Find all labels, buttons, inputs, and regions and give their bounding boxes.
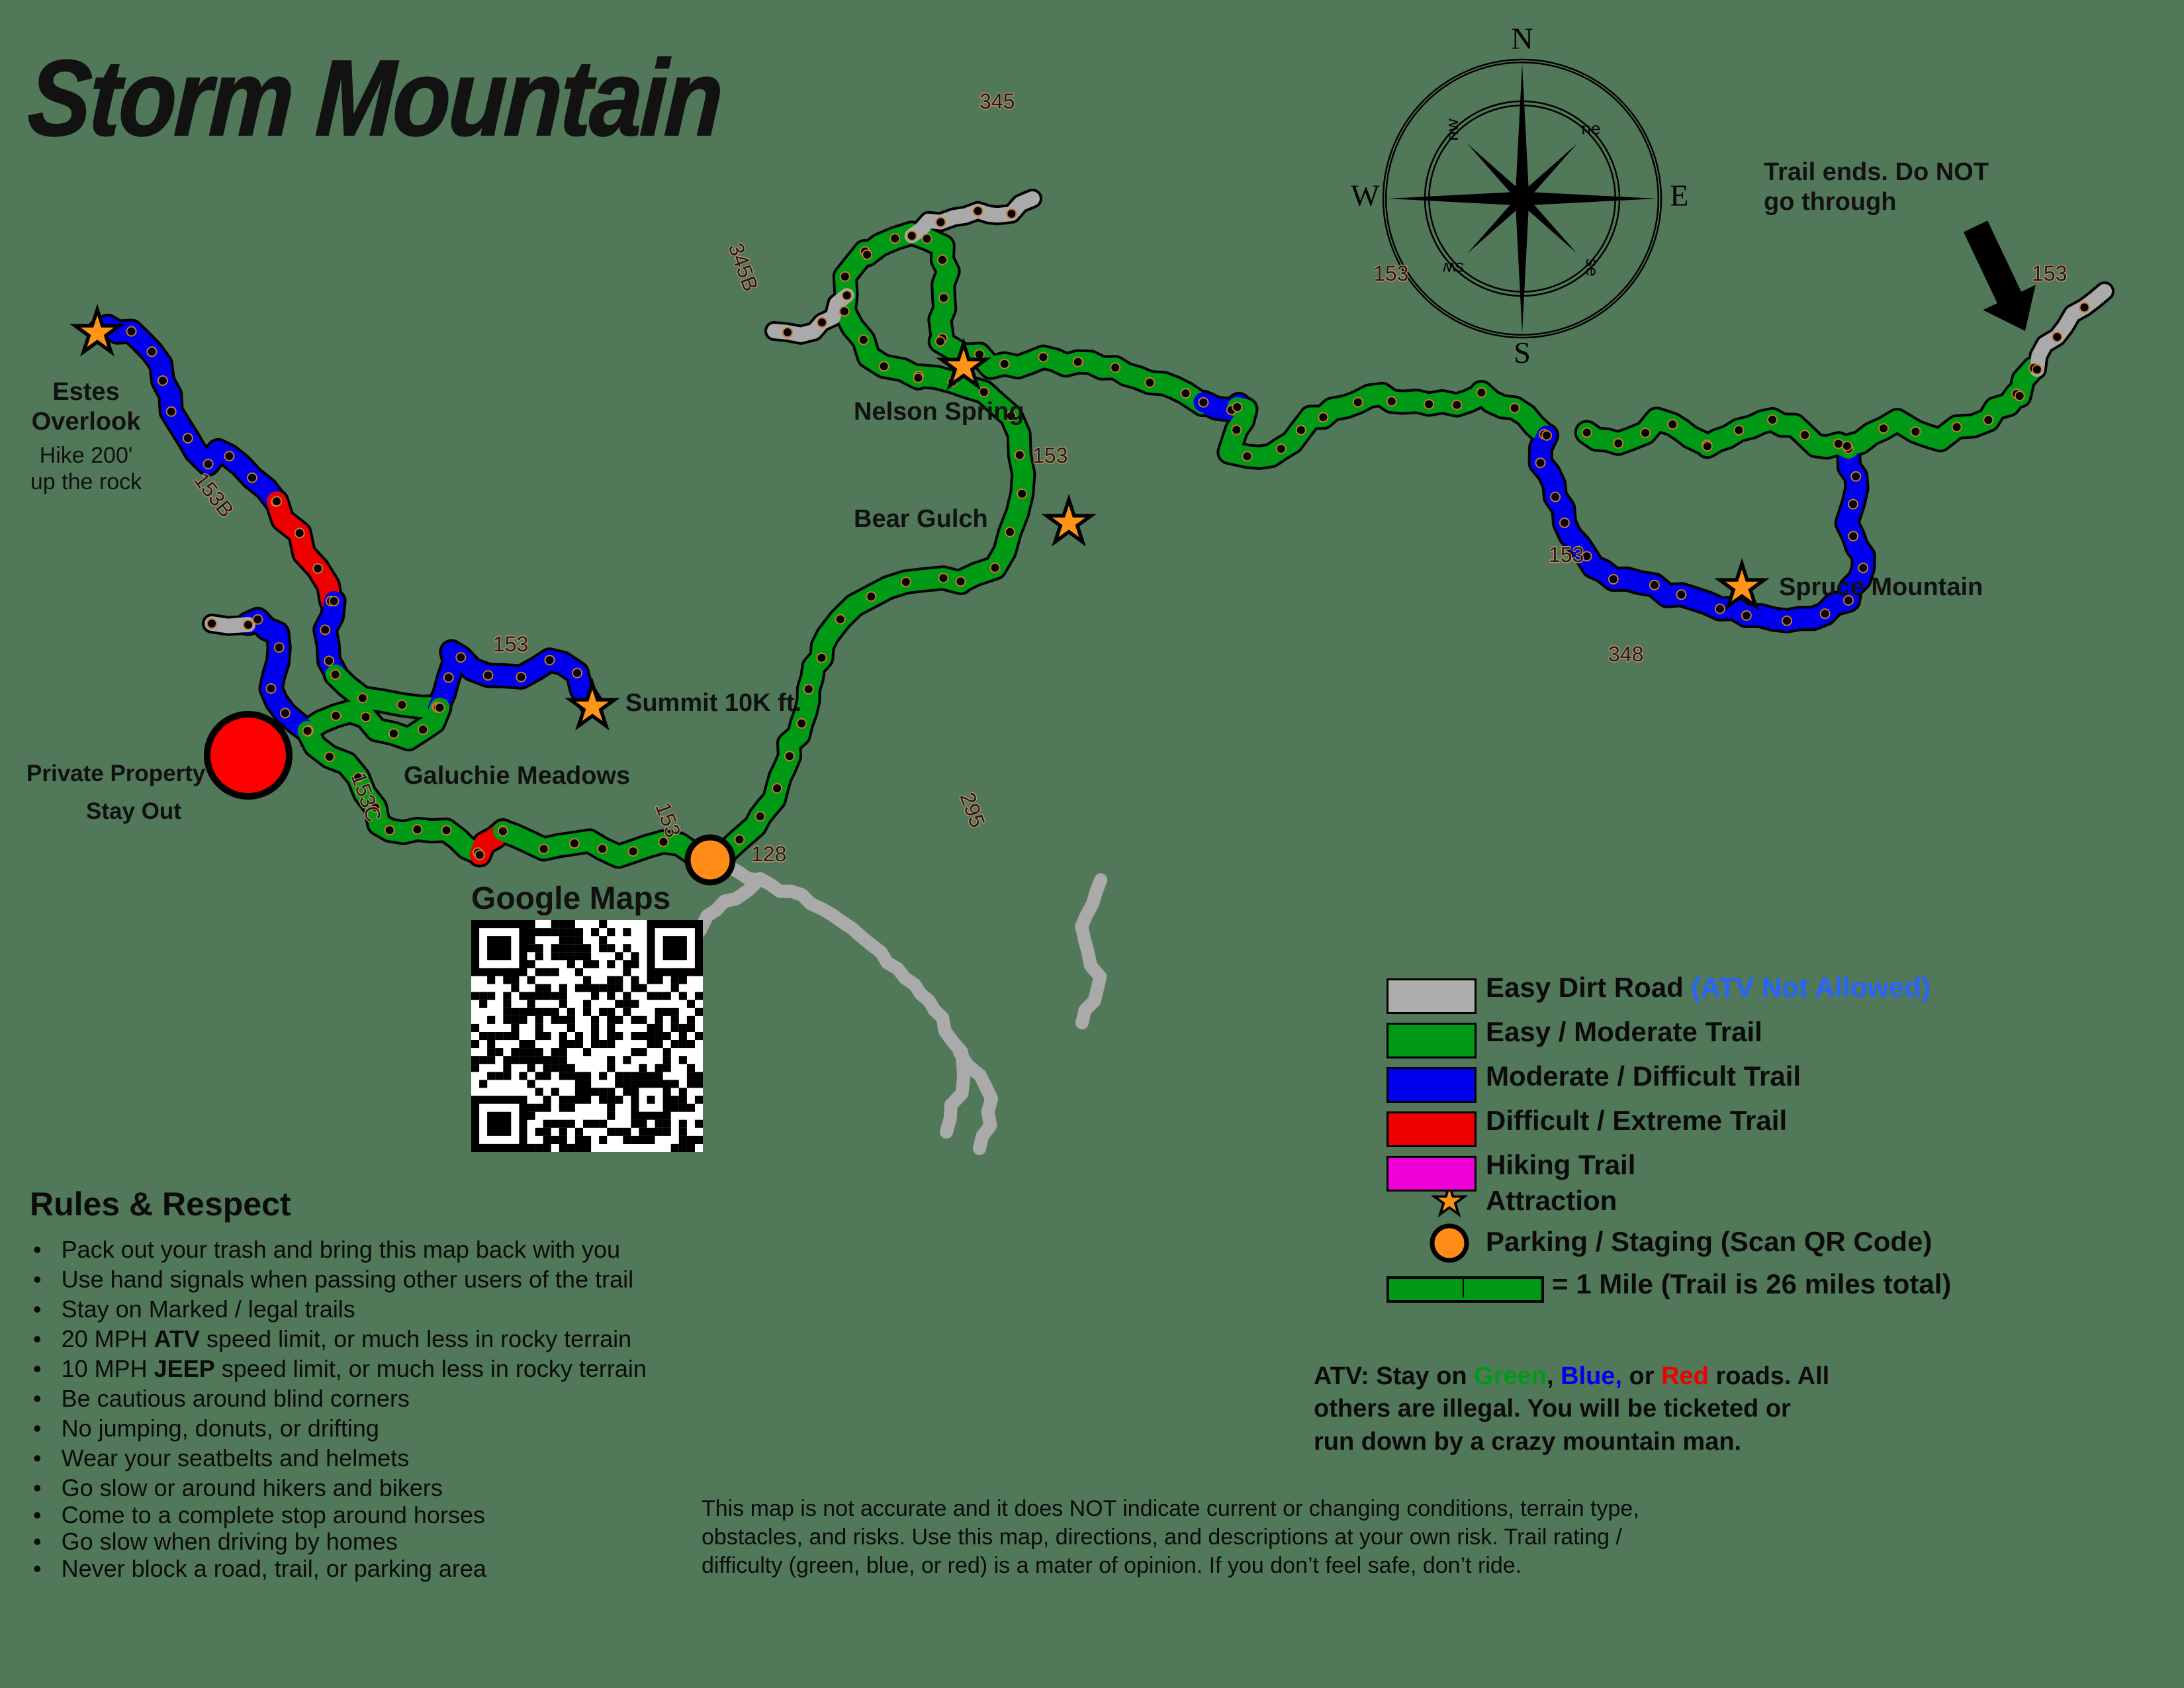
svg-text:S: S — [1514, 336, 1531, 369]
svg-text:N: N — [1511, 21, 1533, 55]
svg-text:E: E — [1670, 179, 1688, 212]
svg-text:nw: nw — [1442, 118, 1462, 140]
svg-text:sw: sw — [1443, 259, 1464, 279]
svg-text:W: W — [1351, 179, 1380, 212]
svg-text:ne: ne — [1581, 118, 1600, 138]
svg-text:se: se — [1582, 258, 1602, 276]
